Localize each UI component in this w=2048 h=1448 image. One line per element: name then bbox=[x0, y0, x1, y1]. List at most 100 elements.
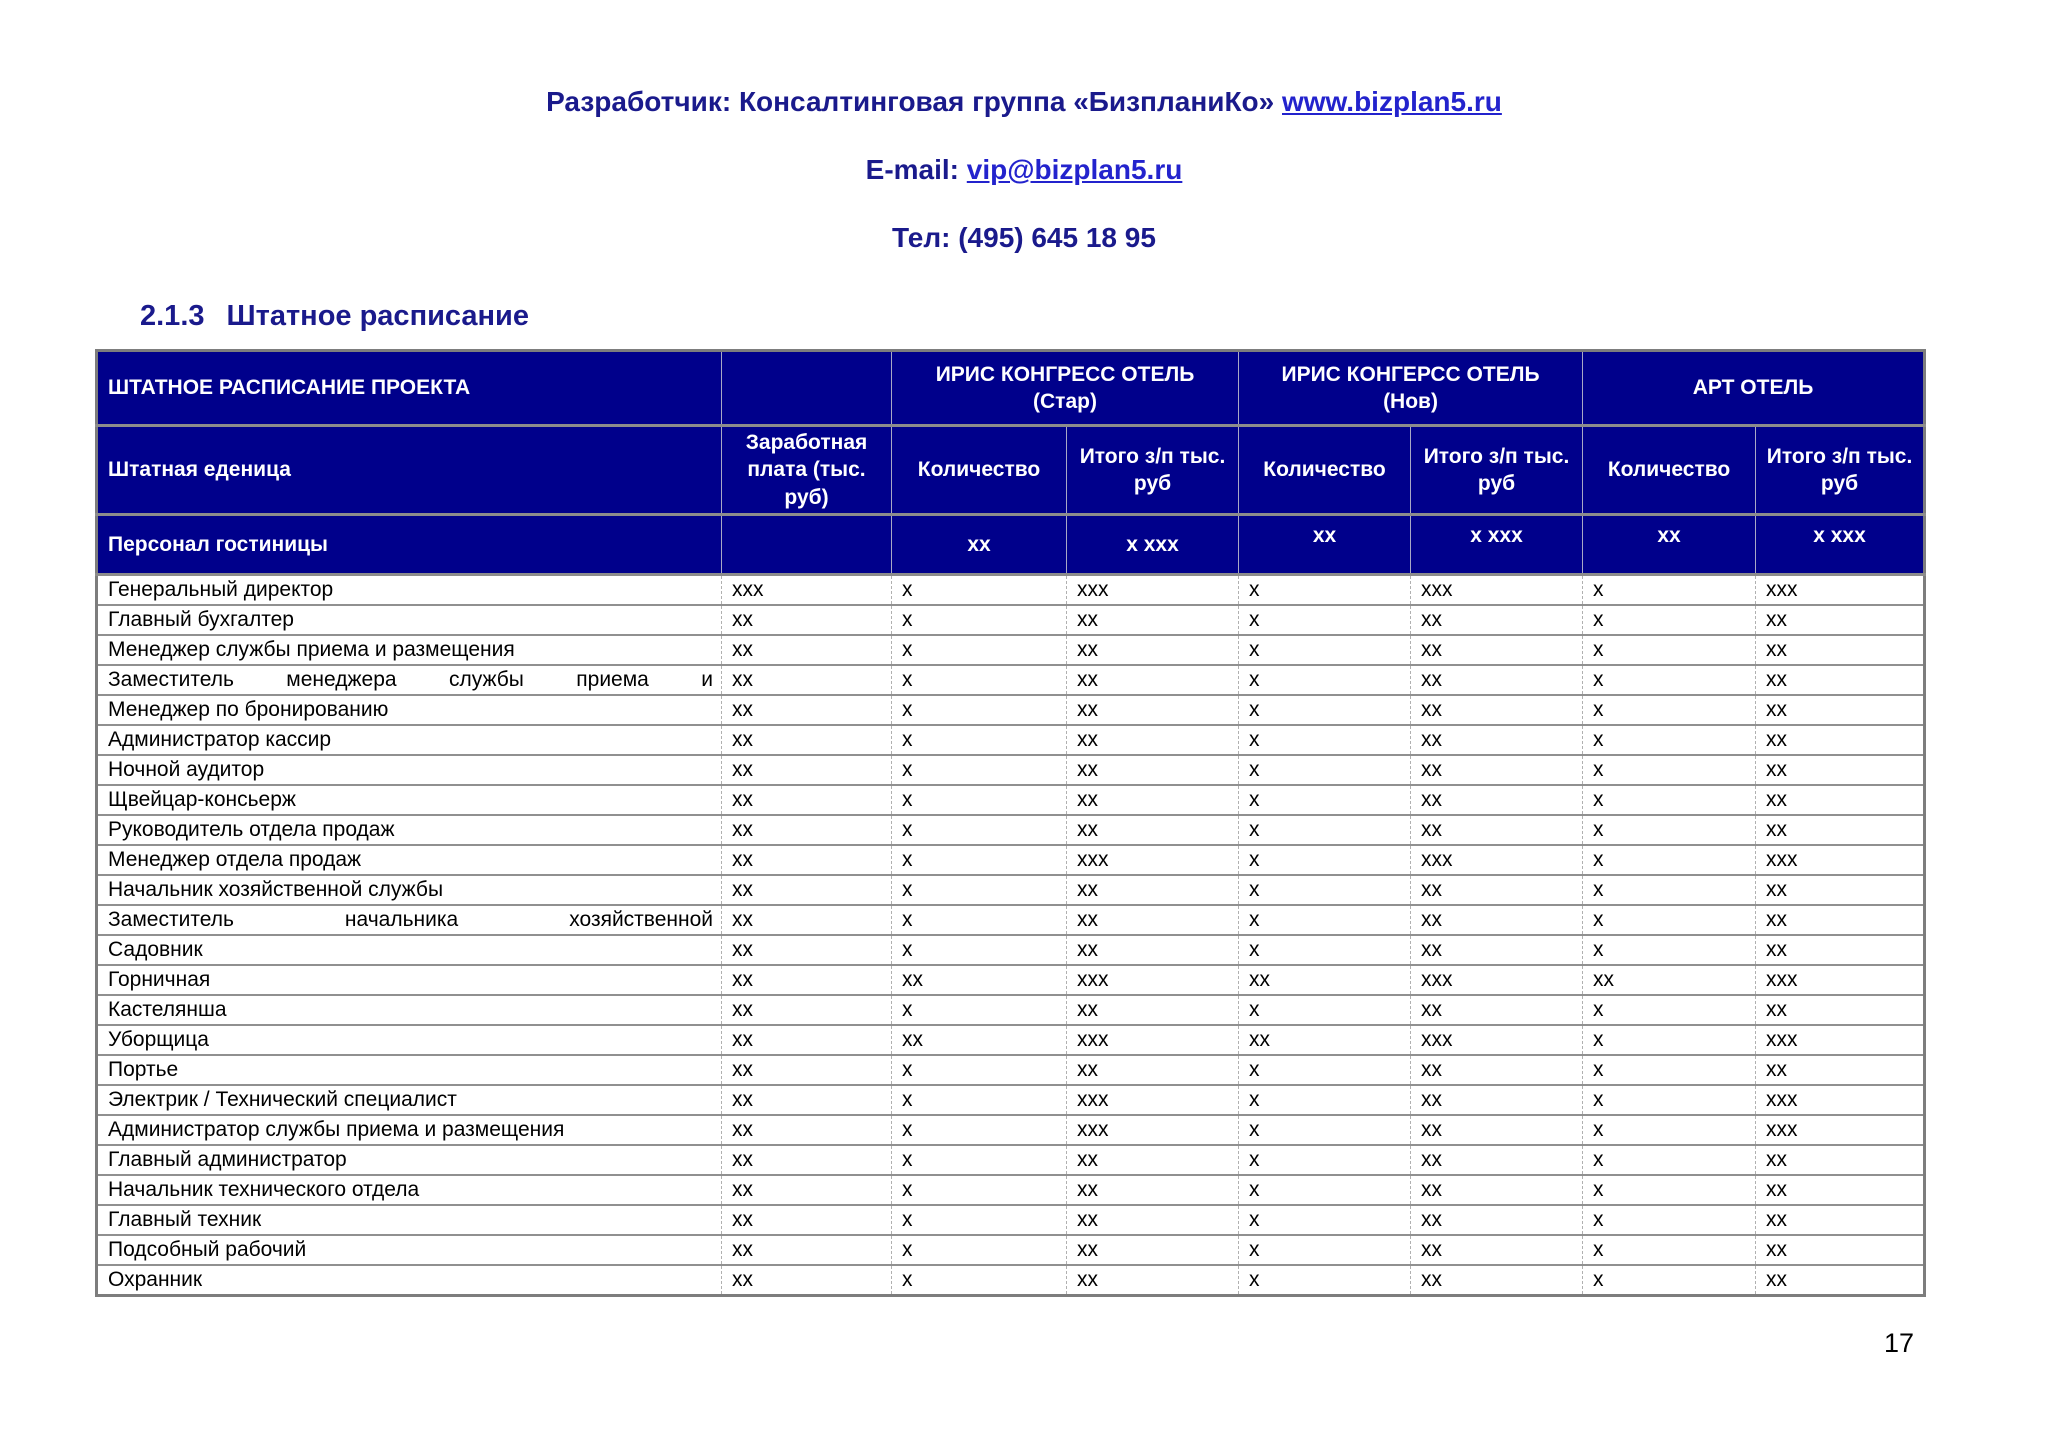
section-row-total-art: х ххх bbox=[1755, 514, 1926, 576]
row-total-star: хх bbox=[1066, 753, 1239, 785]
col-header-unit: Штатная еденица bbox=[96, 425, 722, 516]
table-row: Электрик / Технический специалист хх х х… bbox=[96, 1083, 1926, 1115]
table-row: Садовник хх х хх х хх х хх bbox=[96, 933, 1926, 965]
table-row: Генеральный директор ххх х ххх х ххх х х… bbox=[96, 573, 1926, 605]
row-label: Главный администратор bbox=[96, 1143, 722, 1175]
row-qty-nov: х bbox=[1238, 933, 1411, 965]
row-total-nov: хх bbox=[1409, 603, 1584, 635]
row-total-star: хх bbox=[1066, 903, 1239, 935]
row-qty-star: х bbox=[891, 753, 1067, 785]
row-total-nov: хх bbox=[1409, 1233, 1584, 1265]
table-row: Уборщица хх хх ххх хх ххх х ххх bbox=[96, 1023, 1926, 1055]
row-total-nov: хх bbox=[1409, 783, 1584, 815]
row-total-nov: хх bbox=[1409, 723, 1584, 755]
section-title: Штатное расписание bbox=[226, 300, 530, 332]
row-total-star: хх bbox=[1066, 1173, 1239, 1205]
row-qty-nov: х bbox=[1238, 693, 1411, 725]
row-label: Главный техник bbox=[96, 1203, 722, 1235]
row-qty-art: х bbox=[1582, 1053, 1757, 1085]
table-row: Главный бухгалтер хх х хх х хх х хх bbox=[96, 603, 1926, 635]
row-label: Уборщица bbox=[96, 1023, 722, 1055]
row-qty-star: х bbox=[891, 783, 1067, 815]
col-header-qty-nov: Количество bbox=[1238, 425, 1411, 516]
row-qty-star: х bbox=[891, 843, 1067, 875]
row-total-art: ххх bbox=[1755, 1083, 1926, 1115]
table-row: Охранник хх х хх х хх х хх bbox=[96, 1263, 1926, 1296]
table-row: Заместитель менеджера службы приема и хх… bbox=[96, 663, 1926, 695]
row-total-star: хх bbox=[1066, 633, 1239, 665]
row-qty-star: х bbox=[891, 993, 1067, 1025]
row-label: Заместитель начальника хозяйственной bbox=[96, 903, 722, 935]
row-qty-nov: х bbox=[1238, 1263, 1411, 1296]
row-qty-nov: х bbox=[1238, 753, 1411, 785]
row-qty-nov: х bbox=[1238, 1173, 1411, 1205]
row-total-star: хх bbox=[1066, 783, 1239, 815]
row-total-nov: ххх bbox=[1409, 1023, 1584, 1055]
row-qty-star: х bbox=[891, 633, 1067, 665]
row-salary: хх bbox=[721, 813, 892, 845]
row-qty-art: х bbox=[1582, 693, 1757, 725]
row-salary: хх bbox=[721, 1263, 892, 1296]
row-qty-nov: х bbox=[1238, 1233, 1411, 1265]
row-label: Горничная bbox=[96, 963, 722, 995]
table-row: Начальник технического отдела хх х хх х … bbox=[96, 1173, 1926, 1205]
row-total-nov: хх bbox=[1409, 903, 1584, 935]
row-total-art: ххх bbox=[1755, 573, 1926, 605]
table-row: Щвейцар-консьерж хх х хх х хх х хх bbox=[96, 783, 1926, 815]
row-qty-star: х bbox=[891, 1233, 1067, 1265]
table-row: Руководитель отдела продаж хх х хх х хх … bbox=[96, 813, 1926, 845]
row-label: Менеджер отдела продаж bbox=[96, 843, 722, 875]
document-contact-header: Разработчик: Консалтинговая группа «Бизп… bbox=[0, 0, 2048, 254]
row-qty-nov: х bbox=[1238, 873, 1411, 905]
row-label: Кастелянша bbox=[96, 993, 722, 1025]
row-salary: хх bbox=[721, 1203, 892, 1235]
group-name: ИРИС КОНГРЕСС ОТЕЛЬ bbox=[935, 362, 1195, 386]
row-total-art: хх bbox=[1755, 903, 1926, 935]
row-total-star: ххх bbox=[1066, 963, 1239, 995]
row-qty-nov: х bbox=[1238, 573, 1411, 605]
row-qty-nov: х bbox=[1238, 1113, 1411, 1145]
section-row-label: Персонал гостиницы bbox=[96, 514, 722, 576]
row-total-art: хх bbox=[1755, 723, 1926, 755]
row-label: Главный бухгалтер bbox=[96, 603, 722, 635]
email-link[interactable]: vip@bizplan5.ru bbox=[966, 154, 1183, 185]
row-total-art: хх bbox=[1755, 1173, 1926, 1205]
row-qty-nov: хх bbox=[1238, 963, 1411, 995]
section-row-qty-star: хх bbox=[891, 514, 1067, 576]
row-qty-art: х bbox=[1582, 753, 1757, 785]
table-row: Администратор службы приема и размещения… bbox=[96, 1113, 1926, 1145]
row-qty-nov: х bbox=[1238, 843, 1411, 875]
row-salary: хх bbox=[721, 1143, 892, 1175]
developer-site-link[interactable]: www.bizplan5.ru bbox=[1282, 86, 1502, 117]
row-qty-nov: х bbox=[1238, 813, 1411, 845]
section-heading: 2.1.3 Штатное расписание bbox=[140, 300, 2048, 333]
row-label: Щвейцар-консьерж bbox=[96, 783, 722, 815]
row-total-nov: хх bbox=[1409, 813, 1584, 845]
row-label: Подсобный рабочий bbox=[96, 1233, 722, 1265]
row-qty-star: хх bbox=[891, 963, 1067, 995]
row-total-star: хх bbox=[1066, 993, 1239, 1025]
row-total-art: хх bbox=[1755, 813, 1926, 845]
group-header-iris-star: ИРИС КОНГРЕСС ОТЕЛЬ (Стар) bbox=[891, 350, 1239, 427]
row-total-art: хх bbox=[1755, 1233, 1926, 1265]
row-qty-art: х bbox=[1582, 603, 1757, 635]
col-header-qty-star: Количество bbox=[891, 425, 1067, 516]
table-row: Менеджер службы приема и размещения хх х… bbox=[96, 633, 1926, 665]
row-total-nov: хх bbox=[1409, 1263, 1584, 1296]
row-total-nov: хх bbox=[1409, 1053, 1584, 1085]
table-row: Подсобный рабочий хх х хх х хх х хх bbox=[96, 1233, 1926, 1265]
row-total-nov: ххх bbox=[1409, 843, 1584, 875]
row-salary: хх bbox=[721, 603, 892, 635]
row-total-nov: хх bbox=[1409, 633, 1584, 665]
row-total-nov: хх bbox=[1409, 933, 1584, 965]
row-label: Администратор кассир bbox=[96, 723, 722, 755]
row-total-star: хх bbox=[1066, 603, 1239, 635]
group-header-art-hotel: АРТ ОТЕЛЬ bbox=[1582, 350, 1926, 427]
row-qty-art: х bbox=[1582, 1203, 1757, 1235]
section-row-qty-art: хх bbox=[1582, 514, 1757, 576]
row-qty-art: х bbox=[1582, 1263, 1757, 1296]
section-row-salary bbox=[721, 514, 892, 576]
row-qty-art: х bbox=[1582, 1113, 1757, 1145]
row-salary: хх bbox=[721, 933, 892, 965]
row-salary: хх bbox=[721, 633, 892, 665]
